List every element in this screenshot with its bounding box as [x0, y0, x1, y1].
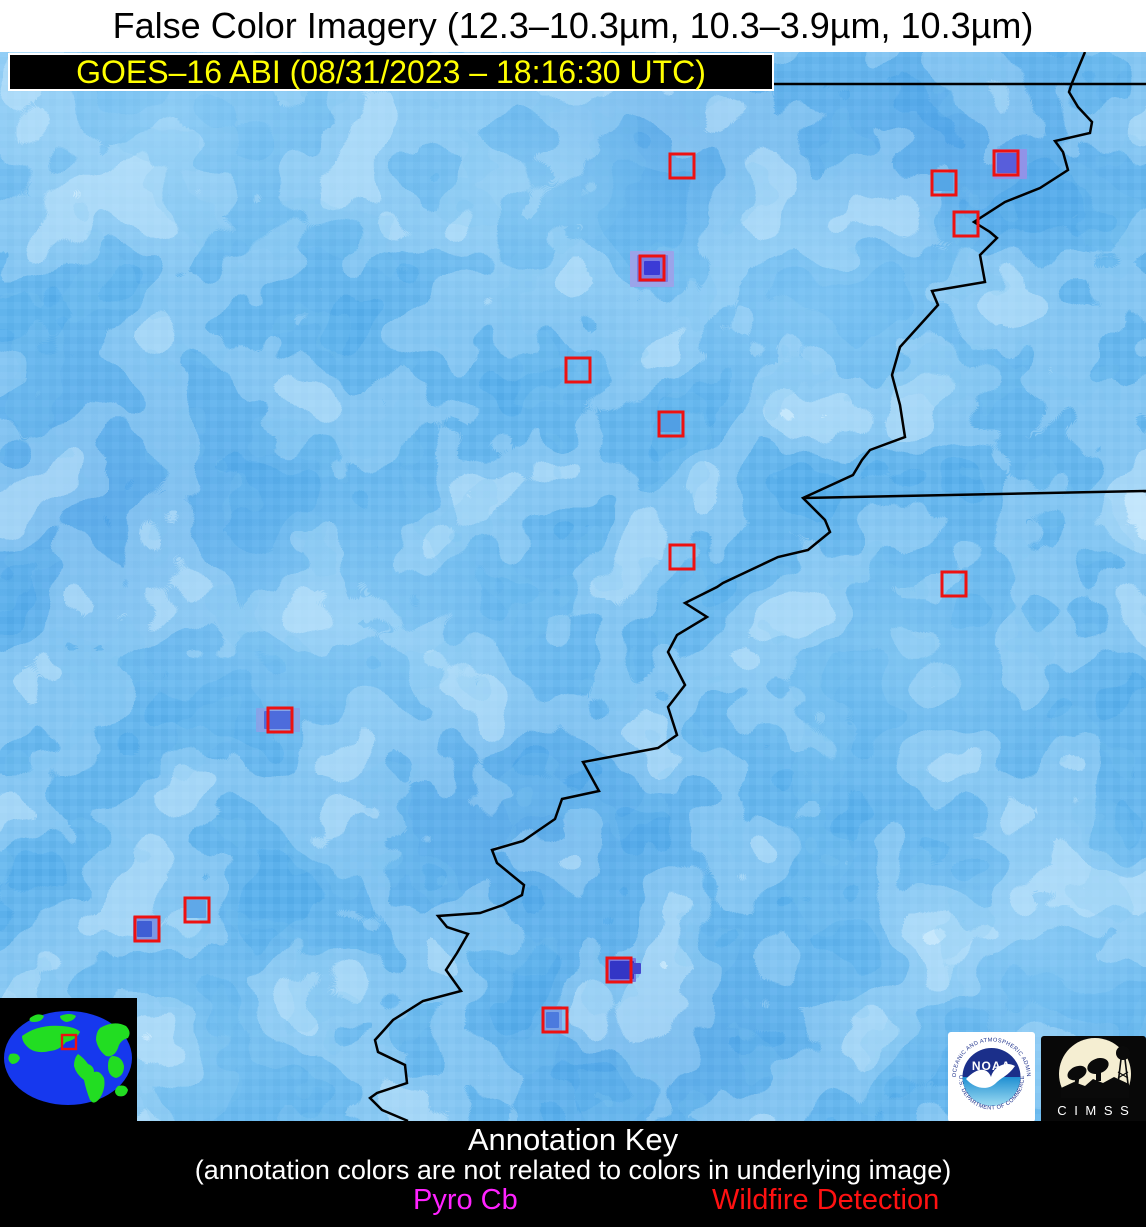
satellite-timestamp: GOES–16 ABI (08/31/2023 – 18:16:30 UTC)	[76, 53, 706, 90]
noaa-bird-icon	[966, 1064, 1015, 1088]
cimss-wordmark: C I M S S	[1057, 1103, 1131, 1118]
title-band: False Color Imagery (12.3–10.3µm, 10.3–3…	[0, 0, 1146, 52]
timestamp-bar: GOES–16 ABI (08/31/2023 – 18:16:30 UTC)	[8, 53, 774, 91]
annotation-key-note: (annotation colors are not related to co…	[194, 1155, 952, 1185]
cloud-texture	[0, 52, 1146, 1121]
view-extent-box	[60, 1033, 78, 1051]
legend-pyro-cb: Pyro Cb	[413, 1184, 518, 1216]
cimss-logo: C I M S S	[1041, 1036, 1146, 1121]
legend-wildfire-detection: Wildfire Detection	[712, 1184, 940, 1216]
locator-globe-map	[0, 998, 137, 1121]
cimss-observatory-icon	[1061, 1046, 1130, 1100]
noaa-wordmark: NOAA	[972, 1059, 1011, 1073]
continents	[8, 1014, 130, 1103]
page-title: False Color Imagery (12.3–10.3µm, 10.3–3…	[112, 5, 1034, 46]
annotation-key: Annotation Key (annotation colors are no…	[0, 1121, 1146, 1227]
noaa-logo: NOAA NATIONAL OCEANIC AND ATMOSPHERIC AD…	[948, 1032, 1035, 1122]
annotation-key-title: Annotation Key	[467, 1122, 679, 1157]
